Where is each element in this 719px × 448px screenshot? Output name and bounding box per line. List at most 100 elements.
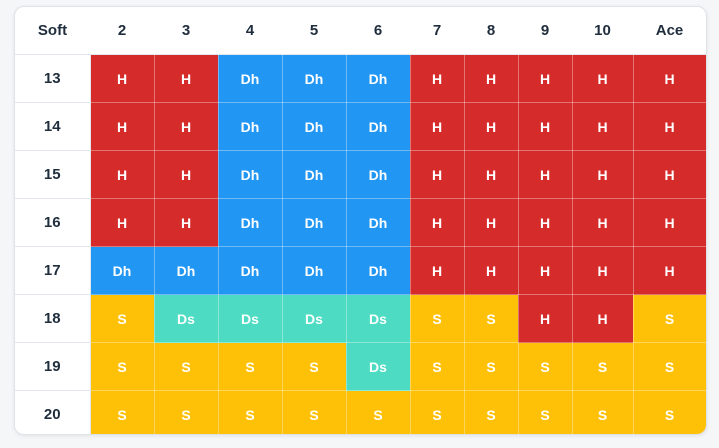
action-cell: S [632, 390, 706, 434]
action-cell: Dh [217, 150, 283, 199]
action-cell: Dh [281, 102, 347, 151]
action-cell: H [409, 102, 465, 151]
action-cell: S [217, 390, 283, 434]
strategy-table-card: Soft 2 3 4 5 6 7 8 9 10 Ace 13 H H Dh Dh Dh H H… [14, 6, 707, 435]
row-label-soft-total: 13 [15, 54, 91, 103]
action-cell: S [281, 342, 347, 391]
action-cell: H [632, 150, 706, 199]
action-cell: Dh [281, 54, 347, 103]
action-cell: Ds [345, 342, 411, 391]
header-dealer-2: 2 [90, 7, 154, 55]
table-row: 18 S Ds Ds Ds Ds S S H H S [15, 294, 706, 343]
action-cell: Dh [217, 246, 283, 295]
action-cell: H [517, 54, 573, 103]
action-cell: Dh [345, 246, 411, 295]
action-cell: Dh [345, 102, 411, 151]
action-cell: H [632, 54, 706, 103]
action-cell: H [517, 294, 573, 343]
action-cell: H [517, 150, 573, 199]
row-label-soft-total: 19 [15, 342, 91, 391]
action-cell: S [409, 390, 465, 434]
action-cell: H [409, 246, 465, 295]
action-cell: S [217, 342, 283, 391]
action-cell: S [153, 342, 219, 391]
action-cell: S [409, 294, 465, 343]
table-row: 16 H H Dh Dh Dh H H H H H [15, 198, 706, 247]
action-cell: Dh [153, 246, 219, 295]
action-cell: Dh [345, 150, 411, 199]
action-cell: S [89, 342, 155, 391]
action-cell: S [517, 342, 573, 391]
header-dealer-4: 4 [218, 7, 282, 55]
action-cell: Dh [89, 246, 155, 295]
action-cell: S [409, 342, 465, 391]
action-cell: H [632, 198, 706, 247]
action-cell: Dh [281, 198, 347, 247]
action-cell: H [89, 102, 155, 151]
row-label-soft-total: 18 [15, 294, 91, 343]
action-cell: H [571, 198, 634, 247]
action-cell: H [517, 102, 573, 151]
action-cell: Dh [217, 198, 283, 247]
header-dealer-7: 7 [410, 7, 464, 55]
action-cell: S [281, 390, 347, 434]
row-label-soft-total: 16 [15, 198, 91, 247]
action-cell: S [89, 294, 155, 343]
header-corner-soft: Soft [15, 7, 90, 55]
action-cell: H [409, 150, 465, 199]
action-cell: S [632, 294, 706, 343]
action-cell: H [463, 102, 519, 151]
action-cell: H [463, 54, 519, 103]
action-cell: H [89, 54, 155, 103]
action-cell: H [153, 150, 219, 199]
action-cell: H [463, 198, 519, 247]
action-cell: Ds [281, 294, 347, 343]
action-cell: H [632, 246, 706, 295]
action-cell: H [463, 150, 519, 199]
action-cell: Dh [281, 150, 347, 199]
action-cell: H [632, 102, 706, 151]
action-cell: H [409, 198, 465, 247]
action-cell: S [571, 390, 634, 434]
action-cell: Dh [281, 246, 347, 295]
action-cell: S [153, 390, 219, 434]
action-cell: S [463, 342, 519, 391]
table-row: 15 H H Dh Dh Dh H H H H H [15, 150, 706, 199]
row-label-soft-total: 20 [15, 390, 91, 434]
action-cell: S [463, 390, 519, 434]
table-row: 20 S S S S S S S S S S [15, 390, 706, 434]
action-cell: H [463, 246, 519, 295]
table-row: 17 Dh Dh Dh Dh Dh H H H H H [15, 246, 706, 295]
header-dealer-8: 8 [464, 7, 518, 55]
header-row: Soft 2 3 4 5 6 7 8 9 10 Ace [15, 7, 706, 55]
table-row: 13 H H Dh Dh Dh H H H H H [15, 54, 706, 103]
action-cell: H [517, 246, 573, 295]
header-dealer-9: 9 [518, 7, 572, 55]
action-cell: Dh [217, 102, 283, 151]
header-dealer-6: 6 [346, 7, 410, 55]
action-cell: Ds [345, 294, 411, 343]
action-cell: H [571, 294, 634, 343]
action-cell: S [632, 342, 706, 391]
action-cell: H [571, 246, 634, 295]
action-cell: Dh [217, 54, 283, 103]
soft-totals-strategy-table: Soft 2 3 4 5 6 7 8 9 10 Ace 13 H H Dh Dh Dh H H… [15, 7, 706, 434]
action-cell: H [571, 54, 634, 103]
action-cell: S [571, 342, 634, 391]
action-cell: Ds [217, 294, 283, 343]
action-cell: S [517, 390, 573, 434]
action-cell: H [153, 102, 219, 151]
action-cell: H [409, 54, 465, 103]
action-cell: S [463, 294, 519, 343]
header-dealer-10: 10 [572, 7, 633, 55]
action-cell: S [89, 390, 155, 434]
action-cell: H [571, 150, 634, 199]
table-body: 13 H H Dh Dh Dh H H H H H 14 H H Dh Dh Dh H H H H H 15 H H Dh Dh Dh… [15, 54, 706, 434]
action-cell: H [153, 54, 219, 103]
action-cell: Ds [153, 294, 219, 343]
action-cell: Dh [345, 198, 411, 247]
header-dealer-5: 5 [282, 7, 346, 55]
header-dealer-3: 3 [154, 7, 218, 55]
action-cell: H [89, 198, 155, 247]
action-cell: S [345, 390, 411, 434]
